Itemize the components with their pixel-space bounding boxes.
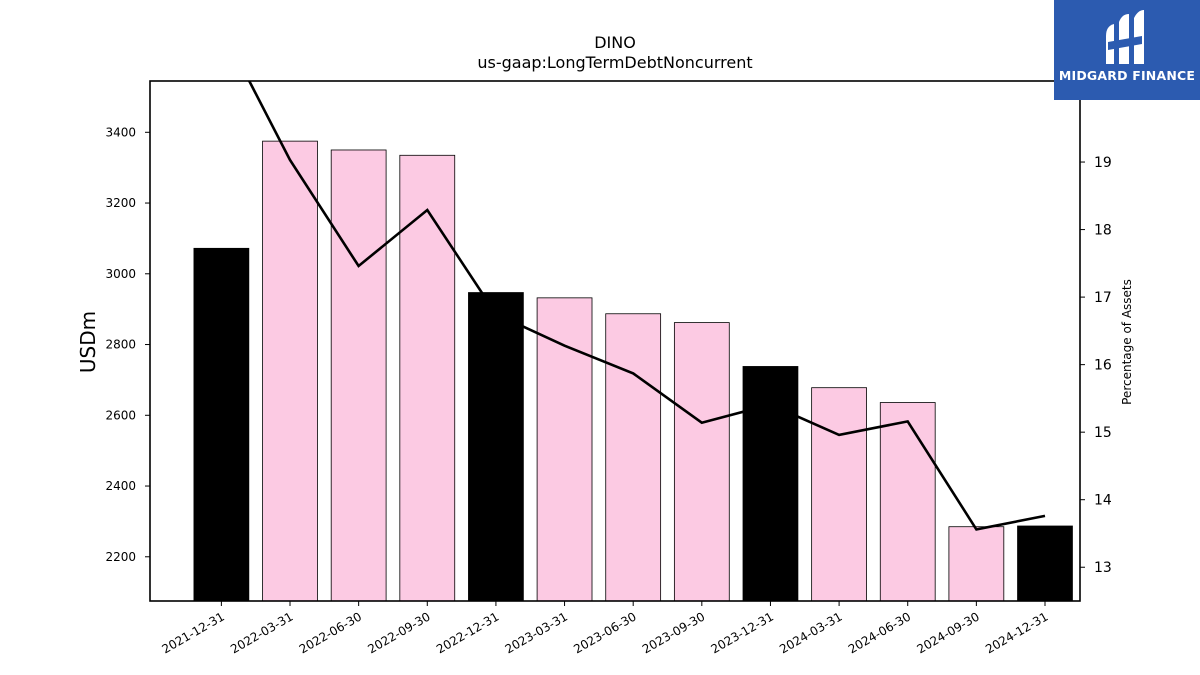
plot-frame <box>149 80 1081 602</box>
y2-tick-label: 15 <box>1094 425 1112 441</box>
x-axis: 2021-12-31 2022-03-31 2022-06-30 2022-09-30… <box>159 601 1050 656</box>
x-tick-label: 2023-09-30 <box>640 609 707 656</box>
line-layer <box>247 81 1046 531</box>
brand-name: MIDGARD FINANCE <box>1058 68 1196 83</box>
y2-tick-label: 17 <box>1094 290 1112 306</box>
bar <box>193 247 250 602</box>
midgard-logo-icon <box>1106 10 1144 64</box>
bar <box>811 387 867 602</box>
chart-title: DINO <box>594 33 636 52</box>
y2-tick-label: 16 <box>1094 358 1112 374</box>
bar <box>330 149 387 602</box>
bar <box>262 140 318 602</box>
bar <box>536 297 593 602</box>
x-tick-label: 2023-03-31 <box>503 609 570 656</box>
bar <box>673 322 730 602</box>
y-axis-label: USDm <box>76 311 100 373</box>
y-tick-label: 3400 <box>105 125 136 139</box>
x-tick-label: 2022-06-30 <box>297 609 364 656</box>
x-tick-label: 2022-12-31 <box>434 609 501 656</box>
x-tick-label: 2024-03-31 <box>777 609 844 656</box>
bar <box>879 402 936 602</box>
x-tick-label: 2022-03-31 <box>228 609 295 656</box>
y-tick-label: 3200 <box>105 196 136 210</box>
y2-tick-label: 18 <box>1094 223 1112 239</box>
y-tick-label: 2800 <box>105 338 136 352</box>
bar <box>399 154 456 602</box>
chart-subtitle: us-gaap:LongTermDebtNoncurrent <box>477 53 752 72</box>
brand-logo: MIDGARD FINANCE <box>1054 0 1200 100</box>
y-axis-right: 13 14 15 16 17 18 19 <box>1080 155 1112 576</box>
y-tick-label: 2600 <box>105 408 136 422</box>
y2-tick-label: 19 <box>1094 155 1112 171</box>
bar <box>742 366 799 602</box>
x-tick-label: 2021-12-31 <box>159 609 226 656</box>
series-line <box>247 81 1046 531</box>
y-tick-label: 2400 <box>105 479 136 493</box>
bar <box>948 526 1005 602</box>
x-tick-label: 2022-09-30 <box>365 609 432 656</box>
x-tick-label: 2024-12-31 <box>983 609 1050 656</box>
x-tick-label: 2023-06-30 <box>571 609 638 656</box>
x-tick-label: 2024-09-30 <box>914 609 981 656</box>
bar <box>468 292 524 602</box>
x-tick-label: 2024-06-30 <box>846 609 913 656</box>
y-tick-label: 2200 <box>105 550 136 564</box>
y-tick-label: 3000 <box>105 267 136 281</box>
bar <box>1017 525 1073 602</box>
y2-axis-label: Percentage of Assets <box>1120 279 1134 405</box>
bars-layer <box>193 140 1073 602</box>
x-tick-label: 2023-12-31 <box>709 609 776 656</box>
bar <box>605 313 662 602</box>
y2-tick-label: 14 <box>1094 493 1112 509</box>
y-axis-left: 2200 2400 2600 2800 3000 3200 3400 <box>105 125 150 564</box>
y2-tick-label: 13 <box>1094 560 1112 576</box>
